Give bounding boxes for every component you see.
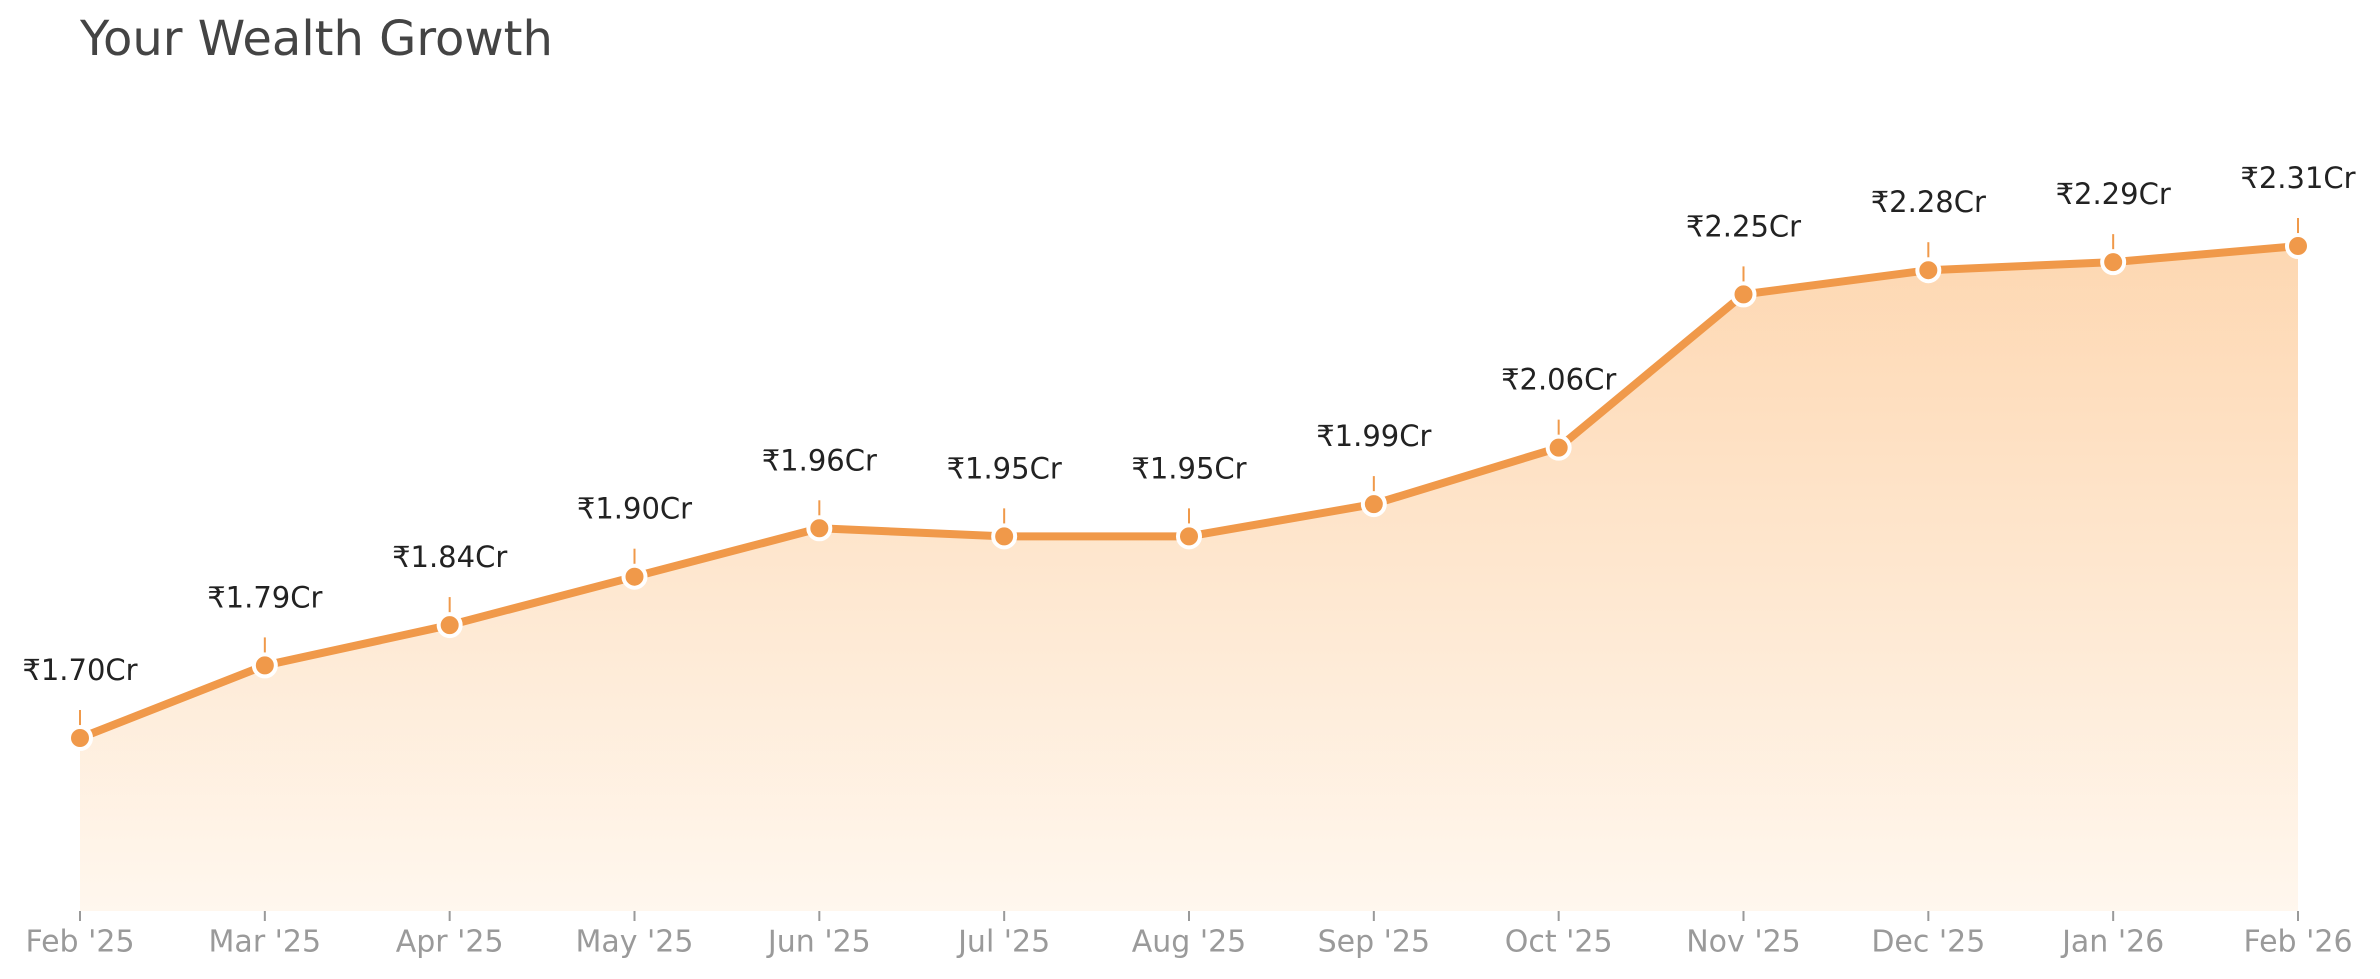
value-label: ₹1.96Cr (762, 443, 877, 477)
value-label: ₹1.79Cr (207, 580, 322, 614)
area-fill (80, 246, 2298, 911)
x-tick-label: Jun '25 (766, 925, 871, 960)
x-tick-label: Nov '25 (1686, 925, 1801, 960)
point (436, 612, 463, 639)
value-label: ₹1.70Cr (22, 653, 137, 687)
point (806, 515, 833, 542)
point (251, 652, 278, 679)
point (1176, 523, 1202, 550)
point (621, 563, 648, 590)
x-tick-label: Oct '25 (1505, 925, 1613, 960)
point (2100, 249, 2127, 276)
x-tick-label: Jan '26 (2060, 925, 2164, 960)
point (1360, 491, 1387, 518)
value-label: ₹2.29Cr (2056, 177, 2171, 211)
x-tick-label: Dec '25 (1871, 925, 1985, 960)
value-label: ₹2.28Cr (1871, 185, 1986, 219)
x-tick-label: Aug '25 (1132, 925, 1247, 960)
x-tick-label: Sep '25 (1318, 925, 1431, 960)
x-tick-label: Mar '25 (209, 925, 322, 960)
value-label: ₹2.31Cr (2240, 161, 2355, 195)
x-tick-label: May '25 (576, 925, 694, 960)
x-tick-label: Jul '25 (956, 925, 1050, 960)
x-tick-label: Feb '25 (25, 925, 134, 960)
value-label: ₹1.95Cr (1131, 451, 1246, 485)
point (991, 523, 1018, 550)
x-tick-label: Apr '25 (396, 925, 504, 960)
value-label: ₹1.99Cr (1316, 419, 1431, 453)
point (1730, 281, 1757, 308)
value-label: ₹2.25Cr (1686, 209, 1801, 243)
value-label: ₹1.95Cr (947, 451, 1062, 485)
point (67, 725, 93, 751)
point (1915, 257, 1942, 284)
point (2285, 233, 2311, 259)
point (1545, 434, 1572, 461)
chart-title: Your Wealth Growth (79, 11, 553, 67)
value-label: ₹1.84Cr (392, 540, 507, 574)
x-tick-label: Feb '26 (2243, 925, 2352, 960)
value-label: ₹1.90Cr (577, 492, 692, 526)
value-label: ₹2.06Cr (1501, 363, 1616, 397)
